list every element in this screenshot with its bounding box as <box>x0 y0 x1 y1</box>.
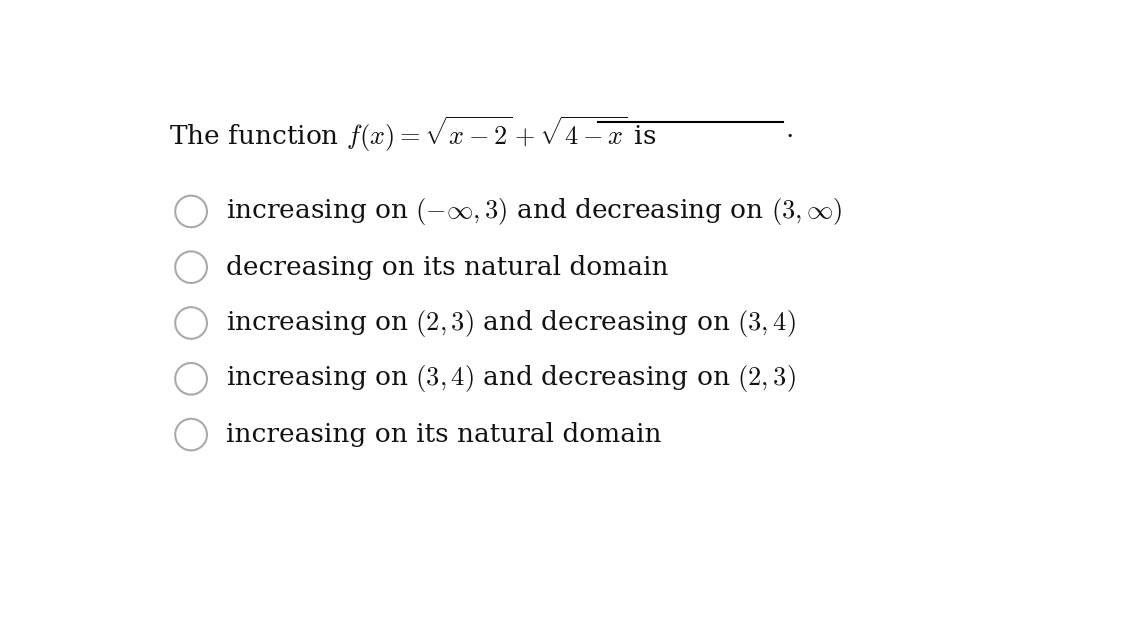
Text: decreasing on its natural domain: decreasing on its natural domain <box>227 255 669 280</box>
Text: increasing on $(2, 3)$ and decreasing on $(3, 4)$: increasing on $(2, 3)$ and decreasing on… <box>227 307 796 338</box>
Text: The function $f(x) = \sqrt{x-2} + \sqrt{4-x}$ is: The function $f(x) = \sqrt{x-2} + \sqrt{… <box>169 115 657 154</box>
Text: increasing on $(3, 4)$ and decreasing on $(2, 3)$: increasing on $(3, 4)$ and decreasing on… <box>227 364 796 394</box>
Text: increasing on its natural domain: increasing on its natural domain <box>227 422 662 447</box>
Text: increasing on $(-\infty, 3)$ and decreasing on $(3, \infty)$: increasing on $(-\infty, 3)$ and decreas… <box>227 196 842 227</box>
Text: .: . <box>785 117 795 142</box>
